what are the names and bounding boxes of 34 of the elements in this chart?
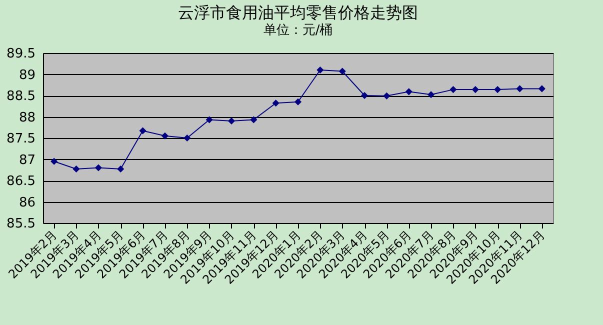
point — [161, 132, 168, 140]
chart-subtitle: 单位：元/桶 — [263, 23, 333, 38]
point — [72, 165, 80, 173]
point — [184, 134, 191, 142]
point — [538, 85, 546, 92]
y-tick-label: 87.5 — [6, 132, 36, 146]
point — [316, 66, 324, 74]
point — [250, 116, 258, 124]
y-tick-label: 88.5 — [6, 89, 36, 104]
point — [228, 117, 236, 125]
point — [472, 86, 479, 94]
y-tick-label: 85.5 — [6, 216, 36, 232]
point — [50, 158, 58, 165]
y-tick-label: 88 — [18, 110, 36, 126]
point — [360, 92, 368, 100]
y-tick-label: 89 — [18, 68, 36, 83]
point — [405, 88, 412, 96]
y-tick-label: 86 — [18, 195, 36, 210]
point — [272, 100, 280, 107]
point — [294, 98, 302, 106]
point — [450, 86, 457, 94]
point — [494, 86, 502, 94]
point — [338, 68, 346, 75]
point — [516, 85, 524, 92]
point — [383, 92, 390, 100]
point — [117, 165, 124, 173]
point — [428, 91, 435, 98]
chart-title: 云浮市食用油平均零售价格走势图 — [178, 3, 418, 22]
point — [206, 116, 213, 124]
y-tick-label: 89.5 — [6, 46, 36, 62]
y-tick-label: 87 — [18, 152, 36, 168]
point — [139, 127, 146, 134]
point — [94, 164, 102, 172]
y-tick-label: 86.5 — [6, 174, 36, 189]
